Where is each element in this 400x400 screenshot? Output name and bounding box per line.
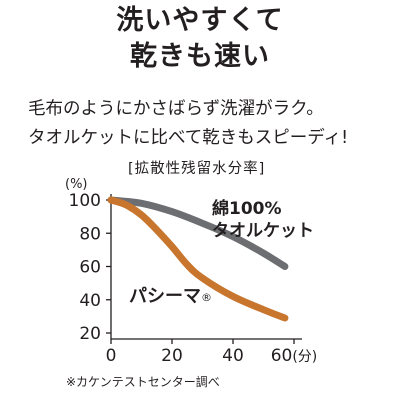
series-label-pasima: パシーマ® xyxy=(129,286,212,307)
description-line-1: 毛布のようにかさばらず洗濯がラク。 xyxy=(28,99,324,119)
x-tick-label-60: 60(分) xyxy=(271,346,318,366)
description-line-2: タオルケットに比べて乾きもスピーディ! xyxy=(28,128,349,148)
headline-line-2: 乾きも速い xyxy=(130,41,270,72)
x-axis-unit-label: (分) xyxy=(292,349,317,365)
y-tick-label-20: 20 xyxy=(79,324,101,344)
x-tick-label-20: 20 xyxy=(161,346,183,366)
series-label-towel-blanket-line-2: タオルケット xyxy=(212,221,314,241)
chart-series xyxy=(107,196,289,322)
registered-mark: ® xyxy=(201,291,212,304)
chart-title: [拡散性残留水分率] xyxy=(128,161,266,177)
series-line-towel-blanket xyxy=(107,196,289,270)
series-label-towel-blanket-line-1: 綿100% xyxy=(212,198,282,219)
y-tick-label-100: 100 xyxy=(69,191,101,211)
y-tick-label-60: 60 xyxy=(79,258,101,278)
x-tick-label-40: 40 xyxy=(222,346,244,366)
footnote: ※カケンテストセンター調べ xyxy=(66,375,220,389)
series-line-pasima xyxy=(107,196,289,322)
y-tick-label-80: 80 xyxy=(79,224,101,244)
headline-line-1: 洗いやすくて xyxy=(116,5,284,36)
x-tick-label-0: 0 xyxy=(106,346,117,366)
y-axis-unit-label: (%) xyxy=(65,177,88,192)
y-tick-label-40: 40 xyxy=(79,291,101,311)
